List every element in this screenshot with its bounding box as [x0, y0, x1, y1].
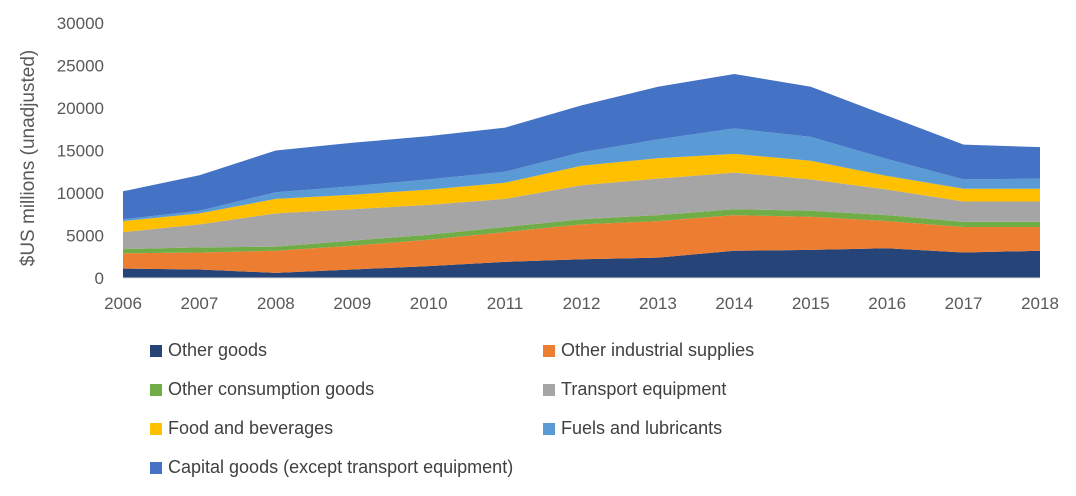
y-tick-label: 10000: [57, 184, 104, 203]
legend-item: Other goods: [150, 340, 267, 361]
legend-swatch: [150, 422, 162, 435]
x-tick-label: 2015: [792, 294, 830, 313]
y-tick-label: 30000: [57, 14, 104, 33]
x-tick-label: 2010: [410, 294, 448, 313]
x-tick-label: 2017: [945, 294, 983, 313]
legend-label: Other goods: [168, 340, 268, 360]
legend-label: Transport equipment: [561, 379, 727, 399]
area-series-4: [123, 153, 1040, 233]
area-series-5: [123, 128, 1040, 222]
area-series-0: [123, 248, 1040, 278]
y-tick-label: 0: [95, 269, 104, 288]
legend-label: Other industrial supplies: [561, 340, 755, 360]
legend-swatch: [150, 344, 162, 357]
legend-swatch: [543, 422, 555, 435]
x-tick-label: 2012: [563, 294, 601, 313]
y-tick-label: 25000: [57, 57, 104, 76]
x-tick-label: 2018: [1021, 294, 1059, 313]
x-tick-label: 2009: [333, 294, 371, 313]
y-tick-label: 15000: [57, 142, 104, 161]
area-series-3: [123, 172, 1040, 250]
x-tick-label: 2011: [487, 294, 524, 313]
x-tick-label: 2008: [257, 294, 295, 313]
legend-item: Other industrial supplies: [543, 340, 754, 361]
legend-label: Food and beverages: [168, 418, 334, 438]
legend-item: Capital goods (except transport equipmen…: [150, 457, 513, 478]
y-axis-title: $US millions (unadjusted): [18, 50, 39, 267]
x-axis-ticks: 2006 2007 2008 2009 2010 2011 2012 2013 2014 2015…: [104, 294, 1059, 313]
legend-item: Transport equipment: [543, 379, 726, 400]
x-tick-label: 2013: [639, 294, 677, 313]
legend-swatch: [543, 383, 555, 396]
legend-swatch: [150, 461, 162, 474]
y-tick-label: 20000: [57, 99, 104, 118]
legend-item: Fuels and lubricants: [543, 418, 722, 439]
area-series-1: [123, 215, 1040, 273]
legend-item: Food and beverages: [150, 418, 333, 439]
x-tick-label: 2014: [715, 294, 753, 313]
x-tick-label: 2016: [868, 294, 906, 313]
chart-areas: [123, 74, 1040, 278]
y-axis-ticks: 0 5000 10000 15000 20000 25000 30000: [57, 14, 104, 288]
area-series-6: [123, 74, 1040, 220]
legend-label: Other consumption goods: [168, 379, 375, 399]
area-series-2: [123, 209, 1040, 254]
legend-item: Other consumption goods: [150, 379, 374, 400]
legend-swatch: [543, 344, 555, 357]
x-tick-label: 2006: [104, 294, 142, 313]
legend-label: Fuels and lubricants: [561, 418, 723, 438]
y-tick-label: 5000: [66, 227, 104, 246]
legend-label: Capital goods (except transport equipmen…: [168, 457, 514, 477]
legend-swatch: [150, 383, 162, 396]
x-tick-label: 2007: [181, 294, 219, 313]
